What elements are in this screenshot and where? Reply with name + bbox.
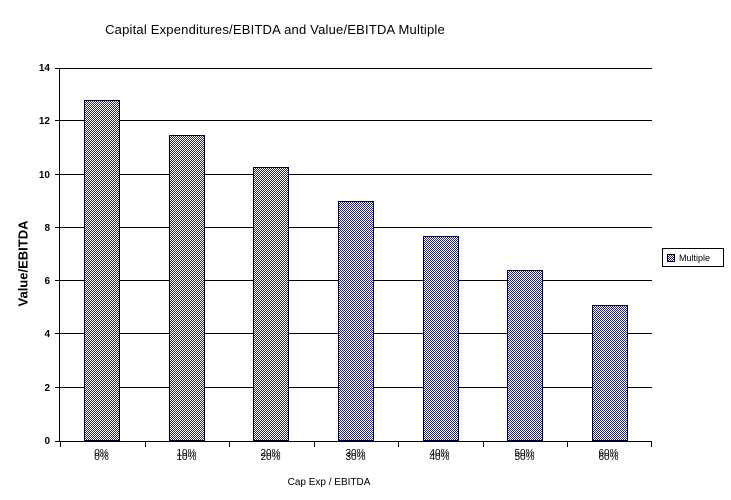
x-axis-tick-label-text-shadow: 30% (345, 452, 366, 463)
plot-area (55, 68, 652, 447)
x-axis-tick (314, 442, 315, 447)
x-axis-tick-label-text-shadow: 40% (429, 452, 450, 463)
bar (423, 236, 459, 441)
bar (592, 305, 628, 441)
x-axis-tick-label-text: 40% (429, 448, 450, 459)
bar (84, 100, 120, 441)
x-axis-tick-label-text: 50% (514, 448, 535, 459)
x-axis-tick-label-text: 20% (260, 448, 281, 459)
y-axis-tick (55, 68, 60, 69)
gridline (60, 120, 652, 121)
y-axis-tick-label: 2 (44, 383, 50, 394)
x-axis-tick-label-text-shadow: 20% (260, 452, 281, 463)
x-axis-tick-label-text-shadow: 60% (598, 452, 619, 463)
x-axis-tick-label-text-shadow: 10% (176, 452, 197, 463)
y-axis-tick-label: 8 (44, 223, 50, 234)
legend-label: Multiple (679, 252, 711, 263)
x-axis-tick-label-text: 30% (345, 448, 366, 459)
y-axis-tick (55, 441, 60, 442)
legend-swatch-pattern-icon (667, 253, 675, 262)
gridline (60, 68, 652, 69)
legend: Multiple (662, 248, 724, 267)
x-axis-tick-label-text-shadow: 50% (514, 452, 535, 463)
y-axis-tick (55, 387, 60, 388)
x-axis-tick-label-text: 10% (176, 448, 197, 459)
y-axis-tick (55, 280, 60, 281)
bar (169, 135, 205, 441)
y-axis-tick (55, 227, 60, 228)
x-axis-tick (145, 442, 146, 447)
y-axis-tick (55, 333, 60, 334)
gridline (60, 174, 652, 175)
y-axis-tick-label: 4 (44, 329, 50, 340)
y-axis-tick-label: 14 (38, 63, 50, 74)
x-axis-tick-label-text: 60% (598, 448, 619, 459)
y-axis-tick (55, 120, 60, 121)
y-axis-tick (55, 174, 60, 175)
y-axis-tick-label: 10 (38, 170, 50, 181)
x-axis-tick-label-text-shadow: 0% (94, 452, 109, 463)
x-axis-tick (398, 442, 399, 447)
x-axis-tick (567, 442, 568, 447)
x-axis-title: Cap Exp / EBITDA (287, 477, 371, 488)
y-axis-tick-label: 0 (44, 436, 50, 447)
x-axis-tick (229, 442, 230, 447)
x-axis-tick (483, 442, 484, 447)
y-axis-tick-labels: 0 2 4 6 8 10 12 14 (0, 63, 50, 447)
y-axis-tick-label: 6 (44, 276, 50, 287)
x-axis-tick-labels: 0% 0% 10% 10% 20% 20% 30% 30% 40% 40% 50% 50% 60% 60% (59, 448, 651, 468)
bar (507, 270, 543, 441)
bar (338, 201, 374, 441)
x-axis-tick (651, 442, 652, 447)
y-axis-tick-label: 12 (38, 116, 50, 127)
x-axis-tick-label-text: 0% (94, 448, 109, 459)
bar (253, 167, 289, 441)
x-axis-tick (60, 442, 61, 447)
chart-title: Capital Expenditures/EBITDA and Value/EB… (105, 22, 445, 37)
